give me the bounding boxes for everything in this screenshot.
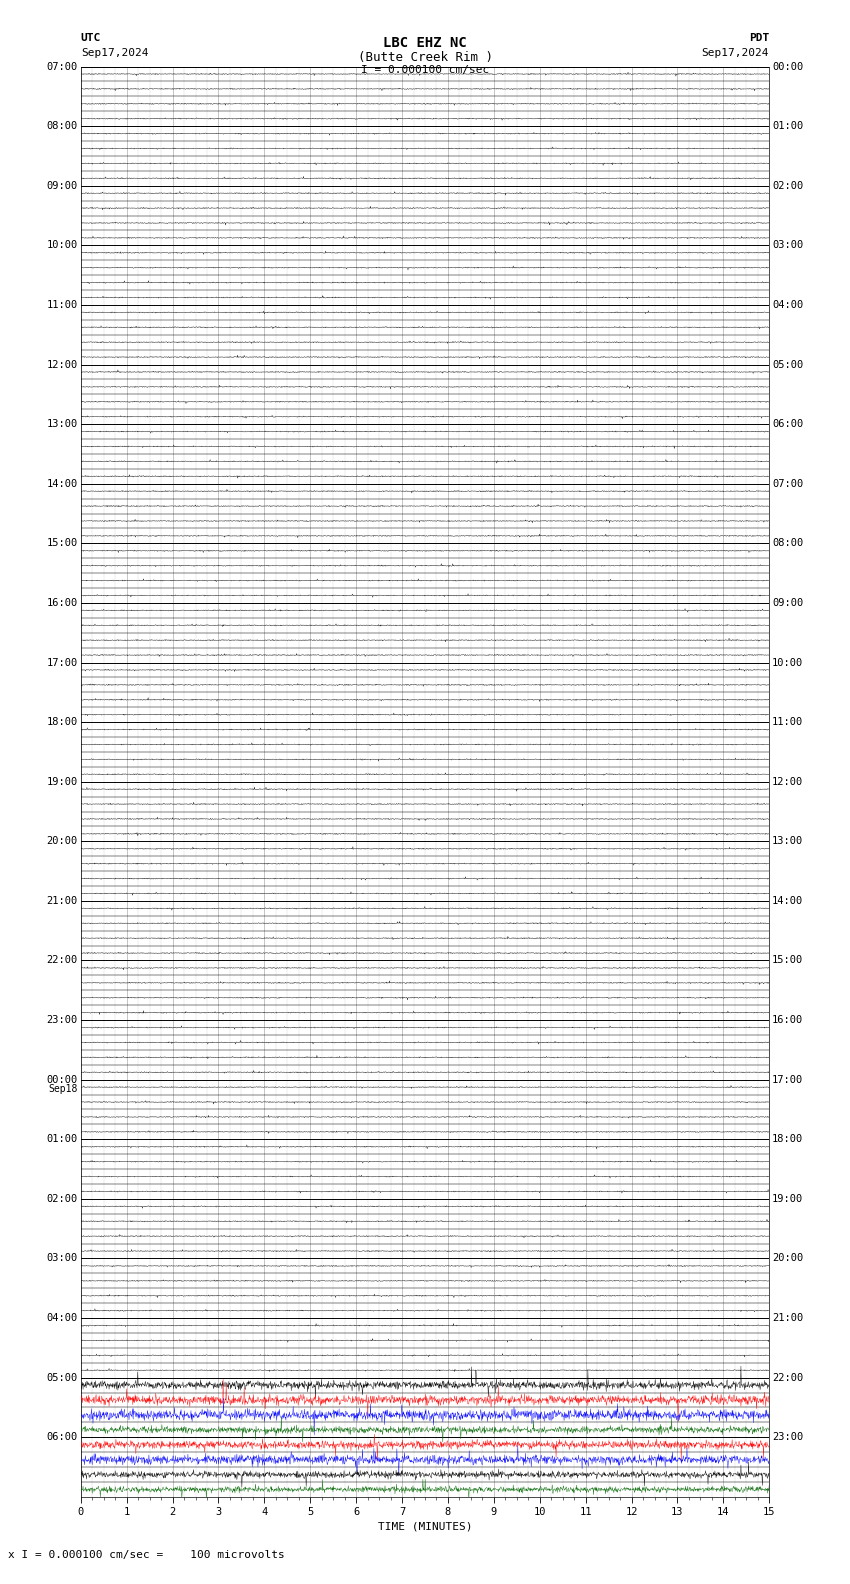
Text: 17:00: 17:00 [47, 657, 78, 667]
Text: 21:00: 21:00 [772, 1313, 803, 1323]
Text: Sep18: Sep18 [48, 1083, 78, 1093]
Text: 11:00: 11:00 [772, 718, 803, 727]
Text: 12:00: 12:00 [47, 360, 78, 369]
Text: 21:00: 21:00 [47, 897, 78, 906]
Text: 05:00: 05:00 [47, 1373, 78, 1383]
Text: 04:00: 04:00 [772, 299, 803, 310]
Text: 13:00: 13:00 [772, 836, 803, 846]
Text: 15:00: 15:00 [772, 955, 803, 966]
Text: 22:00: 22:00 [772, 1373, 803, 1383]
Text: I = 0.000100 cm/sec: I = 0.000100 cm/sec [361, 65, 489, 74]
Text: 10:00: 10:00 [772, 657, 803, 667]
Text: (Butte Creek Rim ): (Butte Creek Rim ) [358, 51, 492, 63]
Text: 06:00: 06:00 [47, 1432, 78, 1443]
Text: 19:00: 19:00 [47, 776, 78, 787]
Text: 07:00: 07:00 [772, 478, 803, 489]
Text: LBC EHZ NC: LBC EHZ NC [383, 36, 467, 51]
Text: 14:00: 14:00 [772, 897, 803, 906]
Text: 18:00: 18:00 [772, 1134, 803, 1144]
Text: 01:00: 01:00 [772, 120, 803, 131]
Text: 15:00: 15:00 [47, 539, 78, 548]
Text: 07:00: 07:00 [47, 62, 78, 71]
Text: x I = 0.000100 cm/sec =    100 microvolts: x I = 0.000100 cm/sec = 100 microvolts [8, 1551, 286, 1560]
Text: 16:00: 16:00 [47, 597, 78, 608]
Text: 16:00: 16:00 [772, 1015, 803, 1025]
Text: 01:00: 01:00 [47, 1134, 78, 1144]
Text: 05:00: 05:00 [772, 360, 803, 369]
Text: 10:00: 10:00 [47, 241, 78, 250]
Text: 20:00: 20:00 [772, 1253, 803, 1264]
Text: 12:00: 12:00 [772, 776, 803, 787]
Text: 06:00: 06:00 [772, 420, 803, 429]
Text: Sep17,2024: Sep17,2024 [702, 48, 769, 57]
Text: PDT: PDT [749, 33, 769, 43]
Text: 04:00: 04:00 [47, 1313, 78, 1323]
Text: 13:00: 13:00 [47, 420, 78, 429]
Text: 03:00: 03:00 [47, 1253, 78, 1264]
Text: 02:00: 02:00 [772, 181, 803, 190]
Text: 19:00: 19:00 [772, 1194, 803, 1204]
Text: 09:00: 09:00 [772, 597, 803, 608]
Text: 02:00: 02:00 [47, 1194, 78, 1204]
Text: 08:00: 08:00 [772, 539, 803, 548]
Text: 00:00: 00:00 [772, 62, 803, 71]
Text: 22:00: 22:00 [47, 955, 78, 966]
Text: 17:00: 17:00 [772, 1074, 803, 1085]
Text: 18:00: 18:00 [47, 718, 78, 727]
Text: 23:00: 23:00 [772, 1432, 803, 1443]
Text: 20:00: 20:00 [47, 836, 78, 846]
Text: UTC: UTC [81, 33, 101, 43]
Text: 08:00: 08:00 [47, 120, 78, 131]
Text: 03:00: 03:00 [772, 241, 803, 250]
Text: 09:00: 09:00 [47, 181, 78, 190]
Text: Sep17,2024: Sep17,2024 [81, 48, 148, 57]
Text: 11:00: 11:00 [47, 299, 78, 310]
Text: 14:00: 14:00 [47, 478, 78, 489]
Text: 23:00: 23:00 [47, 1015, 78, 1025]
Text: 00:00: 00:00 [47, 1074, 78, 1085]
X-axis label: TIME (MINUTES): TIME (MINUTES) [377, 1522, 473, 1532]
